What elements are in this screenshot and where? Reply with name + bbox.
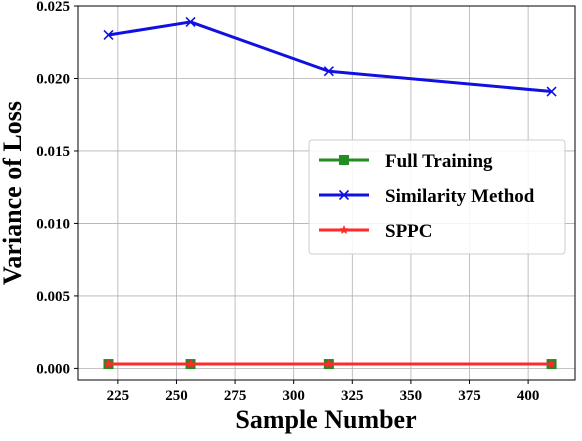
series-line-similarity-method: [108, 20, 552, 94]
legend-item-similarity-method: Similarity Method: [319, 186, 535, 207]
y-tick-label: 0.010: [36, 216, 70, 232]
x-marker-stroke: [323, 66, 334, 77]
legend-box: [308, 139, 566, 255]
legend-marker: [339, 224, 349, 235]
axes: 225 250 275 300 325 350 375 400 0.000 0.005 0.010 0…: [36, 0, 539, 404]
y-tick-label: 0.025: [36, 0, 70, 15]
x-marker-stroke: [185, 16, 196, 28]
data-point-similarity-method: [185, 16, 196, 28]
x-marker-stroke: [103, 29, 114, 41]
y-tick-label: 0.020: [36, 71, 70, 87]
data-point-similarity-method: [323, 66, 334, 77]
y-tick-label: 0.000: [36, 361, 70, 377]
x-tick-label: 250: [165, 388, 188, 404]
data-point-similarity-method: [546, 86, 557, 97]
x-tick-label: 275: [224, 388, 247, 404]
plot-frame: [77, 5, 576, 381]
series-sppc: [103, 358, 557, 369]
x-tick-label: 300: [282, 388, 305, 404]
data-point-sppc: [323, 358, 334, 369]
legend-item-sppc: SPPC: [319, 221, 433, 242]
legend-item-full-training: Full Training: [319, 151, 493, 172]
legend-label: Full Training: [385, 151, 493, 172]
legend-label: SPPC: [385, 221, 433, 242]
x-marker-stroke: [338, 189, 350, 201]
x-tick-label: 375: [458, 388, 481, 404]
series-similarity-method: [103, 16, 557, 97]
x-tick-label: 325: [341, 388, 364, 404]
data-point-sppc: [546, 358, 557, 369]
legend-marker: [338, 189, 350, 201]
y-tick-label: 0.015: [36, 144, 70, 160]
y-axis-label: Variance of Loss: [0, 101, 27, 285]
x-tick-label: 350: [400, 388, 423, 404]
x-marker-stroke: [546, 86, 557, 97]
legend: Full Training Similarity Method SPPC: [308, 139, 566, 255]
data-point-sppc: [185, 358, 196, 369]
legend-marker: [339, 155, 349, 165]
data-point-similarity-method: [103, 29, 114, 41]
data-point-sppc: [103, 358, 114, 369]
x-tick-label: 225: [107, 388, 130, 404]
x-axis-label: Sample Number: [235, 405, 416, 434]
series-layer: [103, 16, 557, 370]
x-tick-label: 400: [517, 388, 540, 404]
legend-label: Similarity Method: [385, 186, 535, 207]
y-tick-label: 0.005: [36, 289, 70, 305]
